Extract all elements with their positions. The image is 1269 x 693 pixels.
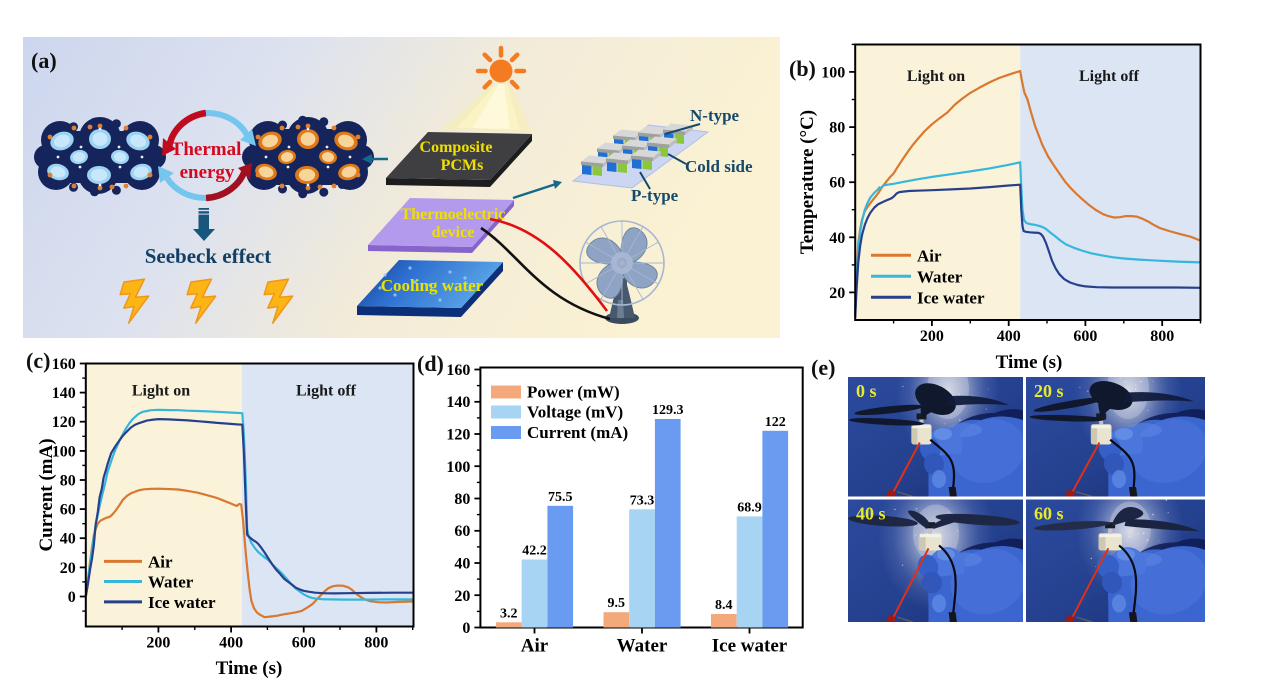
svg-text:Voltage (mV): Voltage (mV) <box>527 403 623 422</box>
svg-text:Cold side: Cold side <box>685 157 753 176</box>
svg-text:Light on: Light on <box>132 383 190 400</box>
svg-text:40 s: 40 s <box>856 504 886 524</box>
svg-text:Water: Water <box>617 636 668 657</box>
svg-text:40: 40 <box>829 230 845 247</box>
svg-text:Light off: Light off <box>1079 68 1140 85</box>
svg-text:20: 20 <box>60 560 76 577</box>
svg-text:800: 800 <box>1150 328 1174 345</box>
svg-text:400: 400 <box>219 635 243 652</box>
svg-text:80: 80 <box>829 120 845 137</box>
svg-text:(c): (c) <box>26 348 50 373</box>
svg-text:600: 600 <box>1073 328 1097 345</box>
svg-text:100: 100 <box>446 459 470 476</box>
svg-text:Ice water: Ice water <box>712 636 788 657</box>
svg-text:122: 122 <box>765 415 786 430</box>
svg-text:20: 20 <box>829 285 845 302</box>
svg-text:Light on: Light on <box>907 68 965 85</box>
svg-text:(a): (a) <box>31 48 57 73</box>
svg-text:Power (mW): Power (mW) <box>527 383 620 402</box>
svg-text:Cooling water: Cooling water <box>381 276 484 295</box>
svg-text:P-type: P-type <box>631 186 679 205</box>
svg-text:Thermoelectric: Thermoelectric <box>401 206 506 223</box>
svg-text:Seebeck effect: Seebeck effect <box>145 244 272 268</box>
svg-text:Time (s): Time (s) <box>996 352 1063 373</box>
svg-text:Current (mA): Current (mA) <box>36 438 57 551</box>
svg-text:Light off: Light off <box>296 383 357 400</box>
svg-text:energy: energy <box>180 162 235 183</box>
svg-text:200: 200 <box>920 328 944 345</box>
svg-text:60: 60 <box>454 523 470 540</box>
svg-text:8.4: 8.4 <box>715 598 733 613</box>
svg-text:160: 160 <box>52 356 76 373</box>
svg-text:Current (mA): Current (mA) <box>527 423 628 442</box>
svg-text:400: 400 <box>997 328 1021 345</box>
svg-text:Temperature (°C): Temperature (°C) <box>797 110 818 254</box>
svg-text:20 s: 20 s <box>1034 381 1064 401</box>
svg-text:device: device <box>432 224 475 241</box>
svg-text:Ice water: Ice water <box>917 288 985 307</box>
svg-text:20: 20 <box>454 588 470 605</box>
svg-text:80: 80 <box>454 491 470 508</box>
svg-text:800: 800 <box>364 635 388 652</box>
svg-text:0: 0 <box>462 620 470 637</box>
svg-text:600: 600 <box>292 635 316 652</box>
svg-text:Ice water: Ice water <box>148 593 216 612</box>
svg-text:Time (s): Time (s) <box>216 658 283 679</box>
svg-text:Air: Air <box>148 552 173 571</box>
svg-text:100: 100 <box>52 443 76 460</box>
svg-text:75.5: 75.5 <box>548 490 573 505</box>
svg-text:68.9: 68.9 <box>737 500 762 515</box>
svg-text:80: 80 <box>60 473 76 490</box>
svg-text:0: 0 <box>68 589 76 606</box>
svg-text:40: 40 <box>60 531 76 548</box>
svg-text:9.5: 9.5 <box>608 596 626 611</box>
svg-text:0 s: 0 s <box>856 381 877 401</box>
svg-text:Water: Water <box>917 267 963 286</box>
svg-text:42.2: 42.2 <box>522 544 547 559</box>
svg-text:3.2: 3.2 <box>500 606 518 621</box>
svg-text:N-type: N-type <box>690 106 740 125</box>
svg-text:(b): (b) <box>789 56 816 81</box>
svg-text:129.3: 129.3 <box>652 403 684 418</box>
svg-text:73.3: 73.3 <box>630 493 655 508</box>
svg-text:PCMs: PCMs <box>441 157 484 174</box>
svg-text:100: 100 <box>821 64 845 81</box>
svg-text:60: 60 <box>60 502 76 519</box>
svg-text:160: 160 <box>446 362 470 379</box>
svg-text:40: 40 <box>454 556 470 573</box>
svg-text:Composite: Composite <box>420 139 493 156</box>
svg-text:(e): (e) <box>811 355 835 380</box>
svg-text:60: 60 <box>829 175 845 192</box>
svg-text:Air: Air <box>521 636 549 657</box>
svg-text:140: 140 <box>52 385 76 402</box>
svg-text:120: 120 <box>52 414 76 431</box>
svg-text:(d): (d) <box>417 351 444 376</box>
svg-text:Air: Air <box>917 246 942 265</box>
svg-text:Water: Water <box>148 573 194 592</box>
svg-text:140: 140 <box>446 394 470 411</box>
svg-text:120: 120 <box>446 427 470 444</box>
svg-text:Thermal: Thermal <box>171 139 242 160</box>
svg-text:60 s: 60 s <box>1034 504 1064 524</box>
svg-text:200: 200 <box>146 635 170 652</box>
